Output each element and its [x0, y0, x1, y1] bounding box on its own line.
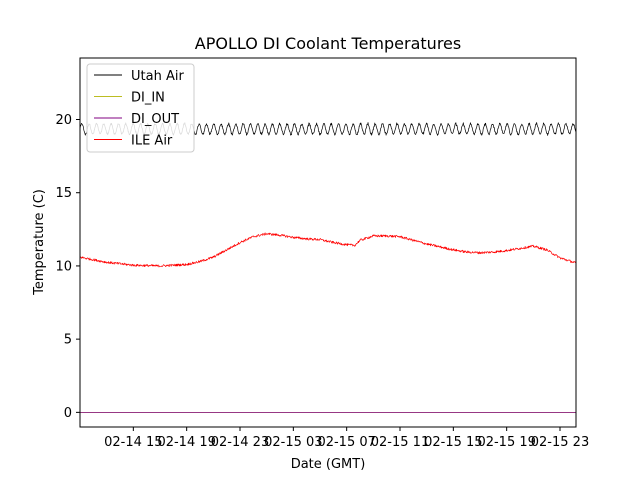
- legend: Utah Air DI_IN DI_OUT ILE Air: [86, 63, 195, 153]
- x-tick-label: 02-14 23: [211, 435, 269, 450]
- x-tick-label: 02-14 15: [104, 435, 162, 450]
- legend-box: [86, 63, 195, 153]
- legend-items: Utah Air DI_IN DI_OUT ILE Air: [94, 69, 184, 149]
- legend-label-ile-air: ILE Air: [131, 134, 173, 149]
- x-tick-label: 02-15 07: [317, 435, 375, 450]
- y-tick-label: 5: [64, 333, 72, 348]
- y-tick-label: 10: [55, 259, 72, 274]
- x-tick-label: 02-15 11: [371, 435, 429, 450]
- x-tick-label: 02-15 15: [424, 435, 482, 450]
- x-tick-label: 02-15 19: [477, 435, 535, 450]
- series-line-ile-air: [80, 232, 576, 268]
- y-tick-label: 20: [55, 113, 72, 128]
- y-axis-label: Temperature (C): [32, 189, 47, 296]
- x-tick-label: 02-15 23: [531, 435, 589, 450]
- y-tick-label: 0: [64, 406, 72, 421]
- plot-frame: [79, 57, 577, 428]
- legend-label-utah-air: Utah Air: [131, 69, 184, 84]
- y-tick-label: 15: [55, 186, 72, 201]
- x-axis-label: Date (GMT): [291, 457, 366, 472]
- legend-label-di-out: DI_OUT: [131, 112, 179, 127]
- chart-title: APOLLO DI Coolant Temperatures: [195, 34, 461, 53]
- y-axis: 0 5 10 15 20: [55, 113, 80, 421]
- x-tick-label: 02-15 03: [264, 435, 322, 450]
- legend-label-di-in: DI_IN: [131, 91, 165, 106]
- x-tick-label: 02-14 19: [157, 435, 215, 450]
